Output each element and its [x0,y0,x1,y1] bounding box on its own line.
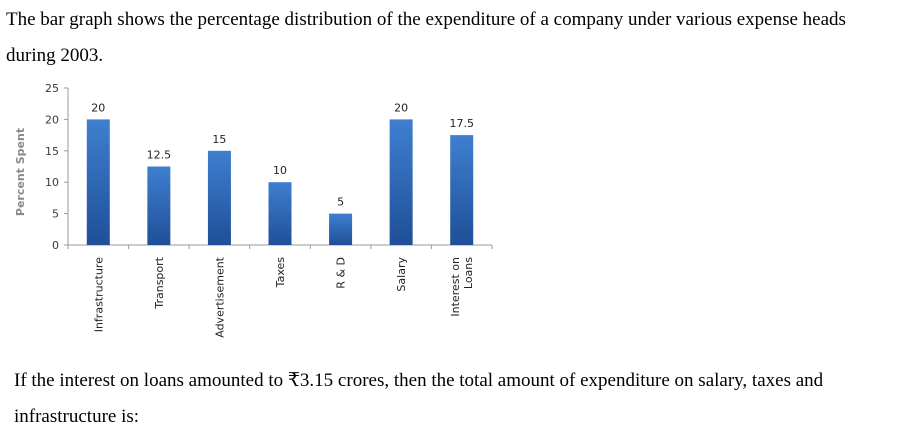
x-tick-label: Taxes [274,257,287,289]
bar [329,213,353,245]
x-tick-label: R & D [335,257,348,289]
x-tick-label: Salary [395,257,408,292]
bar [268,182,292,245]
bar-chart: Percent Spent 0 5 10 15 20 25 20 Infrastructur… [14,82,493,338]
bar [147,166,171,245]
x-tick-label: Infrastructure [92,257,105,333]
y-tick-label: 5 [52,208,59,221]
data-label: 17.5 [449,117,474,130]
y-tick-label: 25 [45,82,59,95]
chart-axes: 0 5 10 15 20 25 [45,82,493,252]
x-tick-label: Interest on [449,257,462,317]
y-axis-label: Percent Spent [14,128,27,216]
bar [207,150,231,245]
question-text: If the interest on loans amounted to ₹3.… [14,370,824,427]
data-label: 10 [273,164,287,177]
data-label: 15 [212,133,226,146]
y-tick-label: 15 [45,145,59,158]
chart-bars [86,119,474,245]
x-tick-label: Loans [462,257,475,289]
bar [389,119,413,245]
bar [86,119,110,245]
data-label: 20 [91,101,105,114]
data-label: 12.5 [147,149,172,162]
y-tick-label: 20 [45,113,59,126]
bar [450,135,474,245]
data-label: 20 [394,101,408,114]
x-tick-label: Advertisement [213,256,226,337]
x-tick-label: Transport [153,256,166,309]
chart-labels: 20 Infrastructure 12.5 Transport 15 Advertise… [91,101,475,337]
y-tick-label: 0 [52,239,59,252]
intro-text: The bar graph shows the percentage distr… [6,9,846,66]
data-label: 5 [337,196,344,209]
y-tick-label: 10 [45,176,59,189]
